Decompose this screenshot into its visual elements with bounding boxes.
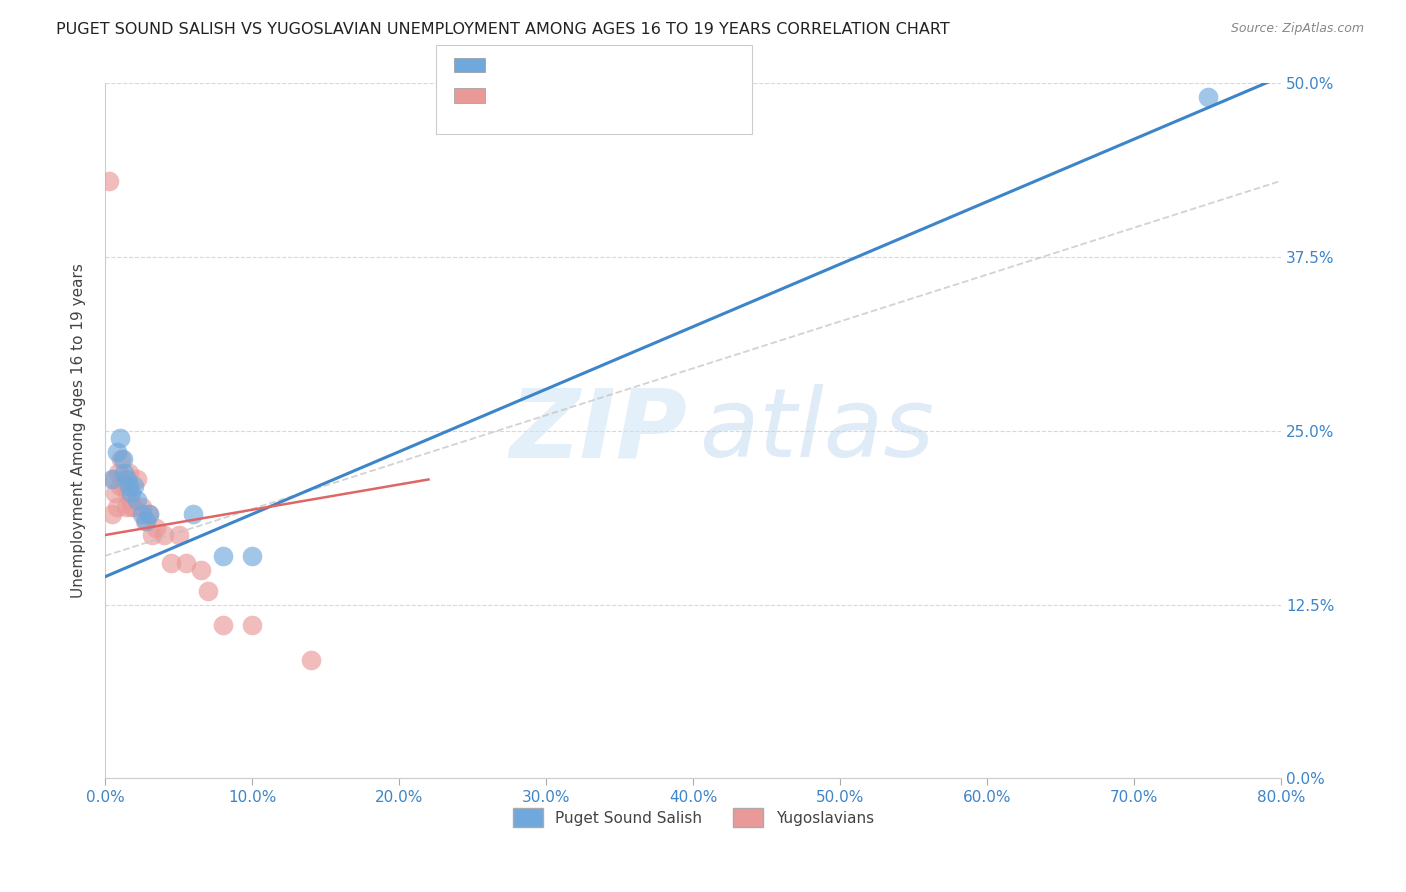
Point — [112, 466, 135, 480]
Point — [117, 466, 139, 480]
Point — [1197, 90, 1219, 104]
Point — [108, 431, 131, 445]
Point — [131, 507, 153, 521]
Point — [115, 486, 138, 500]
Point — [127, 473, 149, 487]
Point — [107, 466, 129, 480]
Point — [111, 473, 134, 487]
Point — [120, 500, 142, 515]
Text: atlas: atlas — [699, 384, 934, 477]
Text: PUGET SOUND SALISH VS YUGOSLAVIAN UNEMPLOYMENT AMONG AGES 16 TO 19 YEARS CORRELA: PUGET SOUND SALISH VS YUGOSLAVIAN UNEMPL… — [56, 22, 950, 37]
Point — [145, 521, 167, 535]
Point — [108, 479, 131, 493]
Text: Source: ZipAtlas.com: Source: ZipAtlas.com — [1230, 22, 1364, 36]
Text: N = 17: N = 17 — [640, 62, 693, 77]
Point — [135, 514, 157, 528]
Point — [105, 500, 128, 515]
Point — [141, 528, 163, 542]
Point — [134, 514, 156, 528]
Point — [124, 500, 146, 515]
Point — [167, 528, 190, 542]
Point — [240, 618, 263, 632]
Point — [117, 479, 139, 493]
Point — [240, 549, 263, 563]
Point — [197, 583, 219, 598]
Point — [118, 493, 141, 508]
Y-axis label: Unemployment Among Ages 16 to 19 years: Unemployment Among Ages 16 to 19 years — [72, 263, 86, 599]
Point — [112, 479, 135, 493]
Point — [138, 507, 160, 521]
Legend: Puget Sound Salish, Yugoslavians: Puget Sound Salish, Yugoslavians — [506, 802, 880, 833]
Point — [138, 507, 160, 521]
Point — [181, 507, 204, 521]
Text: ZIP: ZIP — [509, 384, 688, 477]
Point — [190, 563, 212, 577]
Point — [131, 500, 153, 515]
Point — [115, 473, 138, 487]
Point — [110, 451, 132, 466]
Point — [101, 473, 124, 487]
Point — [124, 479, 146, 493]
Point — [105, 444, 128, 458]
Point — [211, 549, 233, 563]
Point — [211, 618, 233, 632]
Point — [127, 493, 149, 508]
Text: R = 0.739: R = 0.739 — [496, 62, 574, 77]
Point — [160, 556, 183, 570]
Point — [299, 653, 322, 667]
Point — [98, 174, 121, 188]
Point — [153, 528, 176, 542]
Point — [174, 556, 197, 570]
Point — [120, 486, 142, 500]
Point — [103, 473, 125, 487]
Point — [101, 507, 124, 521]
Point — [114, 500, 136, 515]
Text: N = 31: N = 31 — [640, 92, 693, 107]
Point — [111, 451, 134, 466]
Point — [104, 486, 127, 500]
Text: R =  0.117: R = 0.117 — [496, 92, 578, 107]
